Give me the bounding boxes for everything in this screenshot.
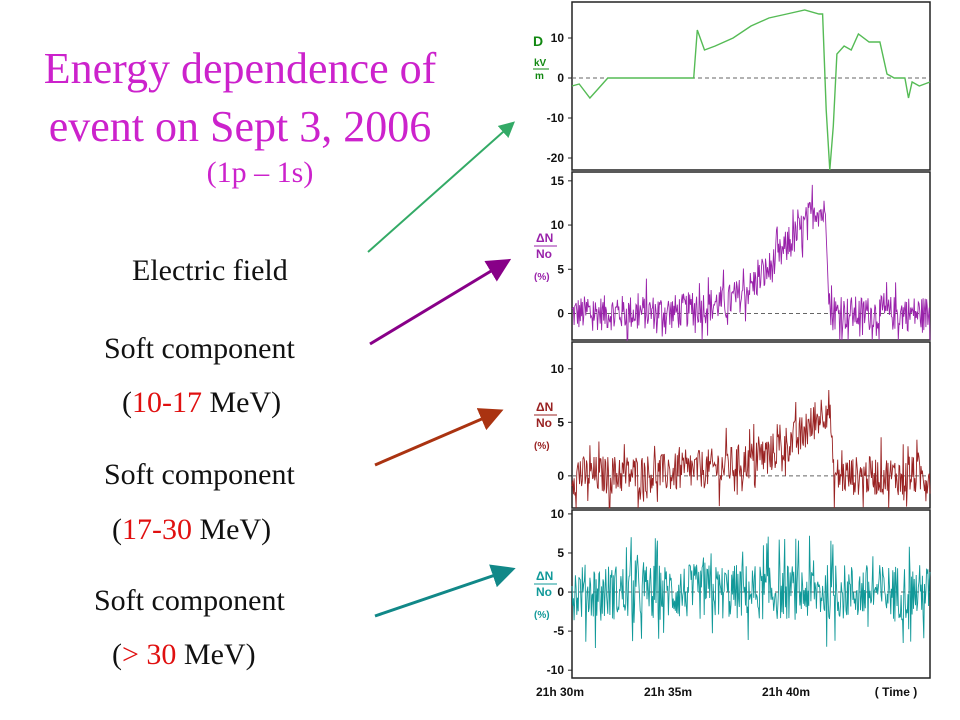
xtick-label-4: ( Time ) bbox=[875, 685, 917, 699]
chart-subtitle: (1p – 1s) bbox=[206, 156, 314, 189]
panel-1-unit-num: kV bbox=[534, 58, 547, 69]
xtick-label-1: 21h 30m bbox=[536, 685, 584, 699]
panel-frame-1 bbox=[571, 1, 931, 171]
ytick-label-1-3: -10 bbox=[547, 111, 565, 125]
ytick-label-3-1: 10 bbox=[551, 362, 565, 376]
arrow-2 bbox=[369, 258, 512, 346]
arrow-4 bbox=[374, 564, 516, 618]
xtick-label-3: 21h 40m bbox=[762, 685, 810, 699]
panel-4-unit: (%) bbox=[534, 610, 550, 621]
panel-1-name: D bbox=[533, 33, 543, 49]
label-range-2: (17-30 MeV) bbox=[112, 513, 272, 546]
ytick-label-4-5: -10 bbox=[547, 663, 565, 677]
ytick-label-2-1: 15 bbox=[551, 174, 565, 188]
title-line2: event on Sept 3, 2006 bbox=[48, 102, 432, 151]
ytick-label-2-4: 0 bbox=[557, 306, 564, 320]
panel-frame-2 bbox=[571, 171, 931, 341]
ytick-label-4-1: 10 bbox=[551, 507, 565, 521]
panel-1-unit-den: m bbox=[535, 71, 544, 82]
ytick-label-3-2: 5 bbox=[557, 415, 564, 429]
panel-3-name-num: ΔN bbox=[536, 400, 553, 414]
label-range-3: (> 30 MeV) bbox=[112, 638, 256, 671]
title-line1: Energy dependence of bbox=[43, 44, 437, 93]
series-line-3 bbox=[571, 389, 931, 509]
panel-3-unit: (%) bbox=[534, 441, 550, 452]
ytick-label-2-3: 5 bbox=[557, 262, 564, 276]
series-line-4 bbox=[571, 535, 931, 649]
series-line-2 bbox=[571, 184, 931, 342]
ytick-label-1-1: 10 bbox=[551, 31, 565, 45]
panel-2-name-den: No bbox=[536, 247, 552, 261]
series-line-1 bbox=[571, 9, 931, 171]
ytick-label-4-2: 5 bbox=[557, 546, 564, 560]
arrow-3 bbox=[374, 408, 504, 467]
panel-2-unit: (%) bbox=[534, 272, 550, 283]
ytick-label-4-4: -5 bbox=[553, 624, 564, 638]
arrow-1 bbox=[367, 121, 515, 253]
panel-2-name-num: ΔN bbox=[536, 231, 553, 245]
panel-4-name-num: ΔN bbox=[536, 569, 553, 583]
label-soft-component-2: Soft component bbox=[104, 458, 295, 491]
ytick-label-2-2: 10 bbox=[551, 218, 565, 232]
label-soft-component-3: Soft component bbox=[94, 584, 285, 617]
ytick-label-3-3: 0 bbox=[557, 469, 564, 483]
panel-frame-3 bbox=[571, 341, 931, 509]
label-electric-field: Electric field bbox=[132, 254, 288, 287]
panel-3-name-den: No bbox=[536, 416, 552, 430]
ytick-label-1-2: 0 bbox=[557, 71, 564, 85]
xtick-label-2: 21h 35m bbox=[644, 685, 692, 699]
ytick-label-4-3: 0 bbox=[557, 585, 564, 599]
panel-4-name-den: No bbox=[536, 585, 552, 599]
ytick-label-1-4: -20 bbox=[547, 151, 565, 165]
label-range-1: (10-17 MeV) bbox=[122, 386, 282, 419]
chart-title: Energy dependence of event on Sept 3, 20… bbox=[20, 40, 460, 156]
label-soft-component-1: Soft component bbox=[104, 332, 295, 365]
